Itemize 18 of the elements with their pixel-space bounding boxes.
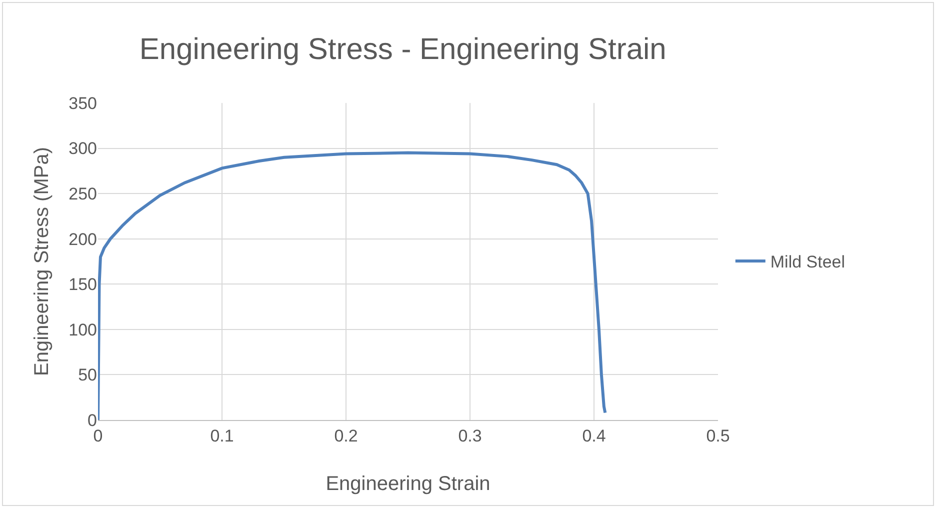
y-tick-label: 150 [68,275,97,294]
y-tick-label: 250 [68,184,97,204]
y-axis-title: Engineering Stress (MPa) [31,147,53,376]
y-tick-label: 300 [68,139,97,158]
x-axis-title: Engineering Strain [326,473,490,495]
chart-title: Engineering Stress - Engineering Strain [139,33,666,66]
legend-label: Mild Steel [770,252,846,272]
x-tick-label: 0.5 [706,426,730,446]
y-tick-label: 50 [78,366,97,385]
x-tick-label: 0.2 [334,426,358,446]
y-tick-label: 350 [68,94,97,113]
x-tick-label: 0.3 [458,426,482,446]
y-tick-label: 200 [68,230,97,249]
y-tick-label: 100 [68,320,97,340]
x-tick-label: 0.1 [210,426,234,446]
y-tick-label: 0 [88,410,97,430]
line-series [98,151,607,420]
x-tick-label: 0.4 [582,426,606,446]
